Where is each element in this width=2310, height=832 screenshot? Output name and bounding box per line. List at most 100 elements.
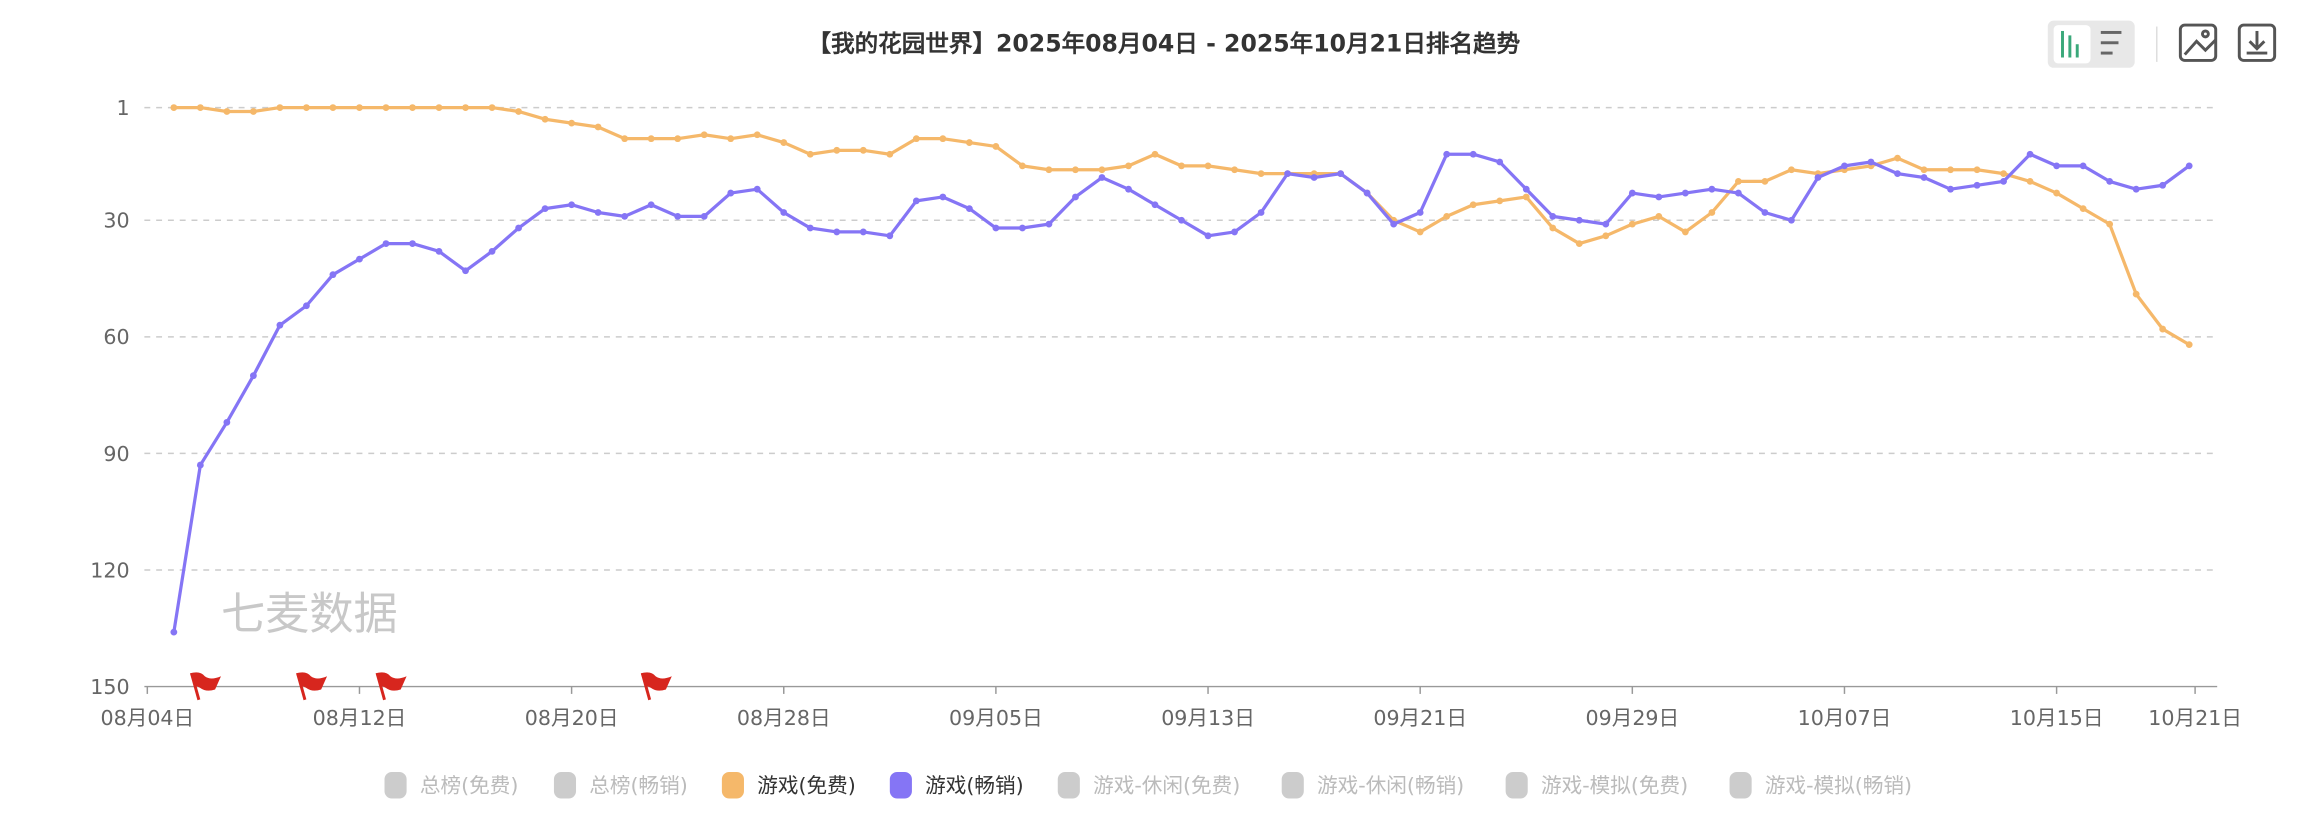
data-point[interactable]: [1151, 201, 1159, 209]
data-point[interactable]: [435, 104, 443, 111]
data-point[interactable]: [674, 135, 682, 143]
data-point[interactable]: [1363, 189, 1371, 197]
data-point[interactable]: [196, 461, 204, 469]
data-point[interactable]: [965, 205, 973, 212]
data-point[interactable]: [2132, 185, 2140, 193]
data-point[interactable]: [1231, 166, 1238, 174]
data-point[interactable]: [1602, 232, 1610, 240]
data-point[interactable]: [568, 201, 575, 209]
legend-item[interactable]: 游戏-休闲(畅销): [1281, 772, 1465, 799]
data-point[interactable]: [1894, 170, 1901, 178]
data-point[interactable]: [382, 104, 390, 111]
data-point[interactable]: [859, 228, 867, 236]
data-point[interactable]: [674, 212, 682, 220]
data-point[interactable]: [382, 240, 390, 247]
data-point[interactable]: [2000, 170, 2007, 178]
data-point[interactable]: [992, 143, 1000, 150]
data-point[interactable]: [1655, 193, 1663, 201]
data-point[interactable]: [833, 146, 841, 154]
data-point[interactable]: [2053, 162, 2060, 170]
data-point[interactable]: [568, 119, 575, 127]
data-point[interactable]: [2106, 220, 2114, 228]
data-point[interactable]: [1973, 181, 1981, 189]
legend-item[interactable]: 游戏-休闲(免费): [1057, 772, 1241, 799]
data-point[interactable]: [1761, 209, 1769, 216]
data-point[interactable]: [1469, 150, 1477, 158]
data-point[interactable]: [1788, 216, 1795, 224]
data-point[interactable]: [356, 104, 363, 111]
data-point[interactable]: [515, 224, 522, 232]
data-point[interactable]: [1920, 174, 1928, 181]
data-point[interactable]: [939, 193, 947, 201]
data-point[interactable]: [1655, 212, 1663, 220]
data-point[interactable]: [1947, 166, 1954, 174]
data-point[interactable]: [647, 135, 655, 143]
data-point[interactable]: [1151, 150, 1159, 158]
data-point[interactable]: [1920, 166, 1928, 174]
data-point[interactable]: [223, 108, 231, 115]
list-icon[interactable]: [2100, 30, 2122, 55]
data-point[interactable]: [594, 123, 602, 131]
legend-item[interactable]: 游戏(免费): [721, 772, 856, 799]
data-point[interactable]: [462, 104, 469, 111]
data-point[interactable]: [1257, 170, 1265, 178]
data-point[interactable]: [1204, 232, 1212, 240]
data-point[interactable]: [1761, 178, 1769, 185]
data-point[interactable]: [1549, 224, 1557, 232]
data-point[interactable]: [1841, 162, 1848, 170]
data-point[interactable]: [1178, 216, 1185, 224]
data-point[interactable]: [2159, 181, 2167, 189]
data-point[interactable]: [1231, 228, 1238, 236]
legend-item[interactable]: 总榜(免费): [384, 772, 519, 799]
data-point[interactable]: [541, 115, 549, 123]
data-point[interactable]: [939, 135, 947, 143]
data-point[interactable]: [250, 108, 257, 115]
data-point[interactable]: [1204, 162, 1212, 170]
data-point[interactable]: [727, 189, 735, 197]
data-point[interactable]: [196, 104, 204, 111]
data-point[interactable]: [2026, 150, 2034, 158]
data-point[interactable]: [303, 104, 310, 111]
data-point[interactable]: [886, 232, 894, 240]
data-point[interactable]: [2079, 162, 2087, 170]
data-point[interactable]: [1390, 220, 1398, 228]
data-point[interactable]: [1443, 150, 1451, 158]
data-point[interactable]: [1575, 216, 1583, 224]
data-point[interactable]: [329, 104, 337, 111]
data-point[interactable]: [223, 418, 231, 426]
data-point[interactable]: [170, 104, 178, 111]
data-point[interactable]: [250, 372, 257, 380]
data-point[interactable]: [2106, 178, 2114, 185]
image-icon[interactable]: [2178, 23, 2218, 62]
data-point[interactable]: [1045, 220, 1053, 228]
data-point[interactable]: [2185, 162, 2193, 170]
data-point[interactable]: [1735, 178, 1742, 185]
data-point[interactable]: [276, 321, 284, 329]
data-point[interactable]: [912, 197, 920, 205]
data-point[interactable]: [700, 212, 708, 220]
data-point[interactable]: [1681, 228, 1689, 236]
data-point[interactable]: [647, 201, 655, 209]
data-point[interactable]: [753, 131, 761, 139]
data-point[interactable]: [1257, 209, 1265, 216]
data-point[interactable]: [1416, 228, 1424, 236]
flag-icon[interactable]: [190, 672, 221, 701]
data-point[interactable]: [2000, 178, 2007, 185]
data-point[interactable]: [1019, 224, 1026, 232]
data-point[interactable]: [488, 104, 496, 111]
flag-icon[interactable]: [375, 672, 407, 701]
data-point[interactable]: [594, 209, 602, 216]
data-point[interactable]: [541, 205, 549, 212]
data-point[interactable]: [462, 267, 469, 275]
data-point[interactable]: [409, 104, 416, 111]
data-point[interactable]: [1522, 193, 1530, 201]
legend-item[interactable]: 游戏(畅销): [889, 772, 1024, 799]
data-point[interactable]: [806, 224, 814, 232]
data-point[interactable]: [2159, 325, 2167, 333]
data-point[interactable]: [1602, 220, 1610, 228]
data-point[interactable]: [1708, 185, 1716, 193]
data-point[interactable]: [435, 247, 443, 255]
data-point[interactable]: [1072, 166, 1079, 174]
data-point[interactable]: [1178, 162, 1185, 170]
data-point[interactable]: [992, 224, 1000, 232]
